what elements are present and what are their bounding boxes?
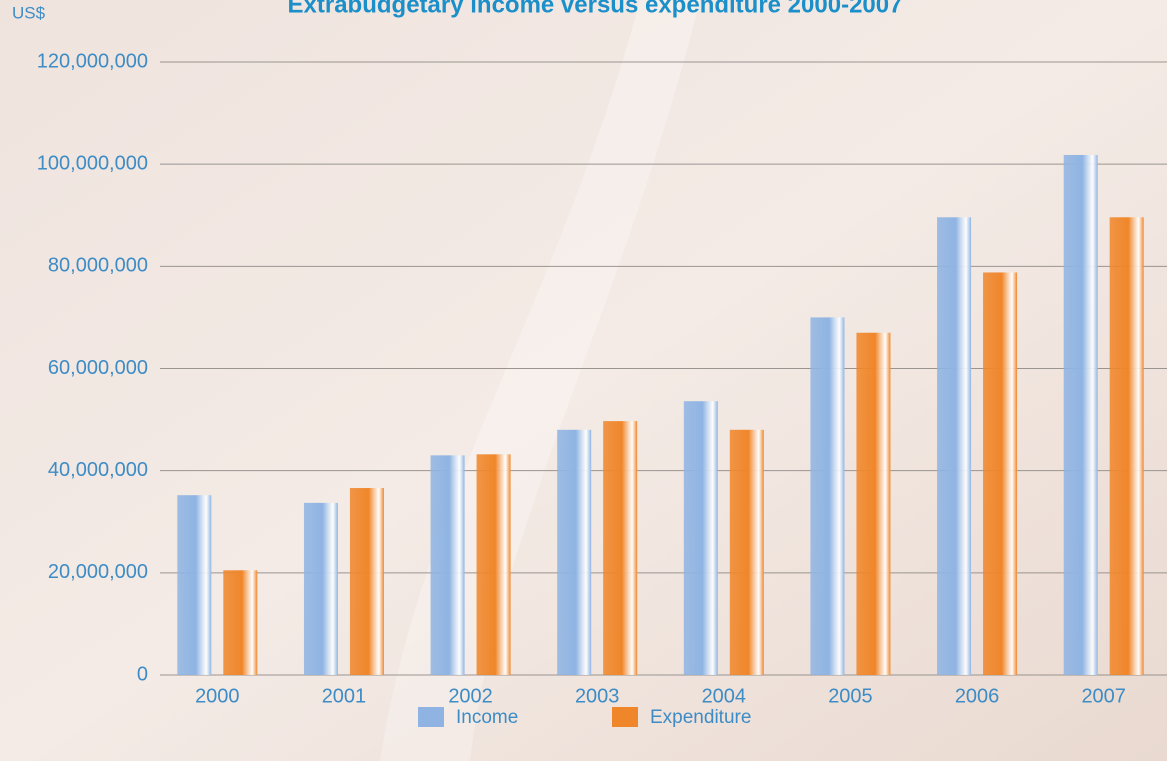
bar bbox=[983, 272, 1018, 675]
legend-label: Income bbox=[456, 707, 518, 728]
x-tick-label: 2002 bbox=[448, 685, 493, 707]
x-tick-label: 2003 bbox=[575, 685, 620, 707]
legend-label: Expenditure bbox=[650, 707, 751, 728]
bar bbox=[810, 317, 845, 675]
bar bbox=[937, 217, 972, 675]
bar bbox=[729, 429, 764, 675]
y-tick-label: 40,000,000 bbox=[48, 459, 148, 481]
bar bbox=[1063, 154, 1098, 675]
x-tick-label: 2007 bbox=[1081, 685, 1126, 707]
x-tick-label: 2005 bbox=[828, 685, 873, 707]
y-axis-label: US$ bbox=[12, 3, 46, 22]
x-tick-label: 2006 bbox=[955, 685, 1000, 707]
y-tick-label: 80,000,000 bbox=[48, 255, 148, 277]
bar bbox=[223, 570, 258, 675]
bar bbox=[303, 502, 338, 675]
y-tick-label: 60,000,000 bbox=[48, 357, 148, 379]
bar bbox=[349, 488, 384, 675]
bar bbox=[430, 455, 465, 675]
bar bbox=[683, 401, 718, 675]
bar bbox=[1109, 217, 1144, 675]
legend-swatch bbox=[612, 707, 638, 727]
bar bbox=[177, 495, 212, 675]
bar bbox=[557, 429, 592, 675]
y-tick-label: 20,000,000 bbox=[48, 561, 148, 583]
bar bbox=[856, 332, 891, 675]
x-tick-label: 2004 bbox=[702, 685, 747, 707]
y-tick-label: 100,000,000 bbox=[37, 152, 148, 174]
y-tick-label: 120,000,000 bbox=[37, 50, 148, 72]
legend-swatch bbox=[418, 707, 444, 727]
y-tick-label: 0 bbox=[137, 663, 148, 685]
chart-title: Extrabudgetary income versus expenditure… bbox=[288, 0, 903, 18]
bar bbox=[603, 421, 638, 675]
bar bbox=[476, 454, 511, 675]
x-tick-label: 2001 bbox=[322, 685, 367, 707]
x-tick-label: 2000 bbox=[195, 685, 240, 707]
